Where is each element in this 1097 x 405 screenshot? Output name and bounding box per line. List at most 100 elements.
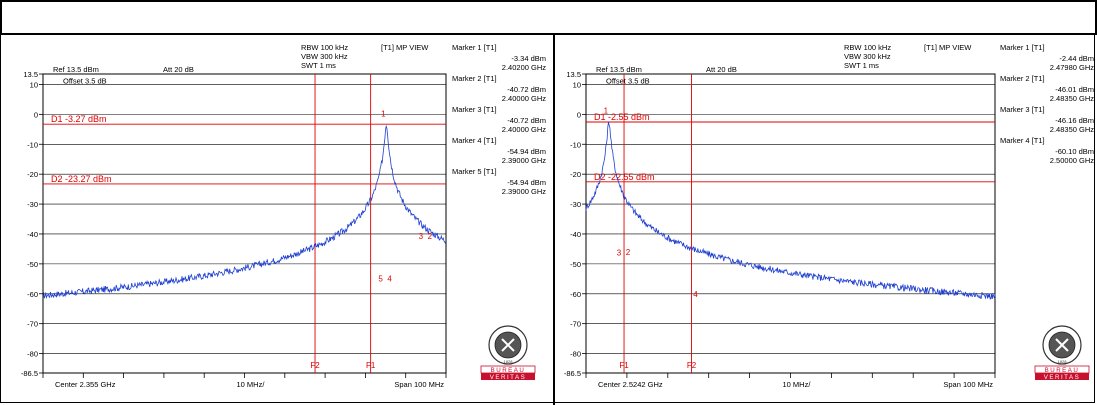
- spectrum-plot-right: 13.5 10 0 -10 -20 -30 -40 -50 -60 -70 -80 -86.5 Ref …: [557, 35, 1097, 405]
- y-tick-label: -70: [27, 320, 38, 329]
- logo-year: 1828: [504, 359, 514, 364]
- y-tick-label: -50: [27, 260, 38, 269]
- marker-1: 1: [381, 109, 386, 118]
- y-tick-label: 10: [573, 80, 581, 89]
- marker-readout-level: -60.10 dBm: [1055, 147, 1094, 156]
- marker-4: 4: [387, 275, 392, 284]
- marker-readout-freq: 2.48350 GHz: [1050, 94, 1094, 103]
- y-tick-label: 0: [577, 110, 581, 119]
- marker-readout-name: Marker 4 [T1]: [452, 136, 497, 145]
- marker-2: 2: [428, 232, 433, 241]
- rbw-label: RBW 100 kHz: [301, 43, 348, 52]
- logo-text-top: BUREAU: [491, 367, 526, 374]
- y-tick-label: -40: [27, 230, 38, 239]
- y-tick-label: -80: [570, 350, 581, 359]
- offset-label: Offset 3.5 dB: [63, 76, 107, 85]
- display-line-label: D1 -2.55 dBm: [594, 112, 650, 122]
- marker-readout-level: -54.94 dBm: [507, 147, 546, 156]
- swt-label: SWT 1 ms: [301, 61, 336, 70]
- attenuation-label: Att 20 dB: [706, 65, 737, 74]
- marker-1: 1: [604, 107, 609, 116]
- div-label: 10 MHz/: [237, 380, 266, 389]
- spectrum-chart-left: 13.510 0 -10 -20 -30 -40 -50 -60 -70 -80 -86.5 Ref …: [21, 43, 546, 389]
- marker-readout-name: Marker 3 [T1]: [1000, 105, 1045, 114]
- spectrum-plot-left: 13.5 10 0 -10 -20 -30 -40 -50 -60 -70 -80 -86.5 Ref …: [3, 35, 551, 405]
- vbw-label: VBW 300 kHz: [301, 52, 348, 61]
- y-tick-label: 0: [34, 110, 38, 119]
- y-tick-label: 13.5: [566, 70, 581, 79]
- y-tick-label: -86.5: [21, 369, 38, 378]
- y-tick-label: -86.5: [564, 369, 581, 378]
- vbw-label: VBW 300 kHz: [844, 52, 891, 61]
- ref-level-label: Ref 13.5 dBm: [53, 65, 99, 74]
- marker-3: 3: [419, 232, 424, 241]
- attenuation-label: Att 20 dB: [163, 65, 194, 74]
- div-label: 10 MHz/: [783, 380, 812, 389]
- span-label: Span 100 MHz: [943, 380, 993, 389]
- y-tick-label: 13.5: [23, 70, 38, 79]
- span-label: Span 100 MHz: [394, 380, 444, 389]
- ref-level-label: Ref 13.5 dBm: [596, 65, 642, 74]
- freq-line-label: F1: [619, 361, 629, 370]
- rbw-label: RBW 100 kHz: [844, 43, 891, 52]
- marker-readout-freq: 2.40000 GHz: [502, 125, 546, 134]
- logo-cross: [501, 338, 515, 352]
- marker-readout-name: Marker 4 [T1]: [1000, 136, 1045, 145]
- y-tick-label: -60: [27, 290, 38, 299]
- logo-text-bottom: VERITAS: [490, 374, 527, 381]
- marker-readout-freq: 2.39000 GHz: [502, 156, 546, 165]
- spectrum-trace: [585, 121, 996, 300]
- y-tick-label: -40: [570, 230, 581, 239]
- display-line-label: D2 -23.27 dBm: [51, 174, 112, 184]
- y-tick-label: -20: [570, 170, 581, 179]
- center-freq-label: Center 2.355 GHz: [55, 380, 116, 389]
- logo-year: 1828: [1058, 359, 1068, 364]
- marker-readout-name: Marker 1 [T1]: [452, 43, 497, 52]
- logo-band-bottom: [481, 373, 535, 380]
- y-tick-label: -60: [570, 290, 581, 299]
- marker-readout-name: Marker 5 [T1]: [452, 167, 497, 176]
- spectrum-chart-right: 13.510 0 -10 -20 -30 -40 -50 -60 -70 -80 -86.5 Ref …: [564, 43, 1094, 389]
- logo-text-bottom: VERITAS: [1044, 374, 1081, 381]
- marker-readout-name: Marker 3 [T1]: [452, 105, 497, 114]
- marker-readout-freq: 2.47980 GHz: [1050, 63, 1094, 72]
- center-freq-label: Center 2.5242 GHz: [598, 380, 663, 389]
- logo-band-bottom: [1035, 373, 1089, 380]
- y-tick-label: -30: [27, 200, 38, 209]
- marker-readout-freq: 2.40200 GHz: [502, 63, 546, 72]
- y-tick-label: -30: [570, 200, 581, 209]
- y-tick-label: -70: [570, 320, 581, 329]
- marker-readout-level: -46.16 dBm: [1055, 116, 1094, 125]
- marker-4: 4: [693, 290, 698, 299]
- title-bar: [0, 0, 1097, 35]
- marker-readout-freq: 2.48350 GHz: [1050, 125, 1094, 134]
- display-line-label: D1 -3.27 dBm: [51, 114, 107, 124]
- marker-readout-name: Marker 2 [T1]: [1000, 74, 1045, 83]
- marker-readout-freq: 2.39000 GHz: [502, 187, 546, 196]
- y-tick-label: -10: [27, 140, 38, 149]
- y-tick-label: -20: [27, 170, 38, 179]
- marker-3: 3: [617, 248, 622, 257]
- freq-line-label: F2: [687, 361, 697, 370]
- marker-readout-level: -54.94 dBm: [507, 178, 546, 187]
- freq-line-label: F2: [310, 361, 320, 370]
- marker-2: 2: [626, 248, 631, 257]
- marker-readout-freq: 2.50000 GHz: [1050, 156, 1094, 165]
- y-tick-label: 10: [30, 80, 38, 89]
- swt-label: SWT 1 ms: [844, 61, 879, 70]
- spectrum-trace: [42, 124, 447, 300]
- marker-readout-level: -40.72 dBm: [507, 85, 546, 94]
- offset-label: Offset 3.5 dB: [606, 76, 650, 85]
- marker-readout-name: Marker 2 [T1]: [452, 74, 497, 83]
- panel-divider: [553, 35, 555, 405]
- marker-readout-level: -40.72 dBm: [507, 116, 546, 125]
- marker-readout-freq: 2.40000 GHz: [502, 94, 546, 103]
- marker-readout-level: -3.34 dBm: [511, 54, 546, 63]
- marker-readout-name: Marker 1 [T1]: [1000, 43, 1045, 52]
- marker-5: 5: [378, 275, 383, 284]
- view-label: [T1] MP VIEW: [924, 43, 972, 52]
- logo-cross: [1055, 338, 1069, 352]
- freq-line-label: F1: [366, 361, 376, 370]
- logo-text-top: BUREAU: [1045, 367, 1080, 374]
- y-tick-label: -80: [27, 350, 38, 359]
